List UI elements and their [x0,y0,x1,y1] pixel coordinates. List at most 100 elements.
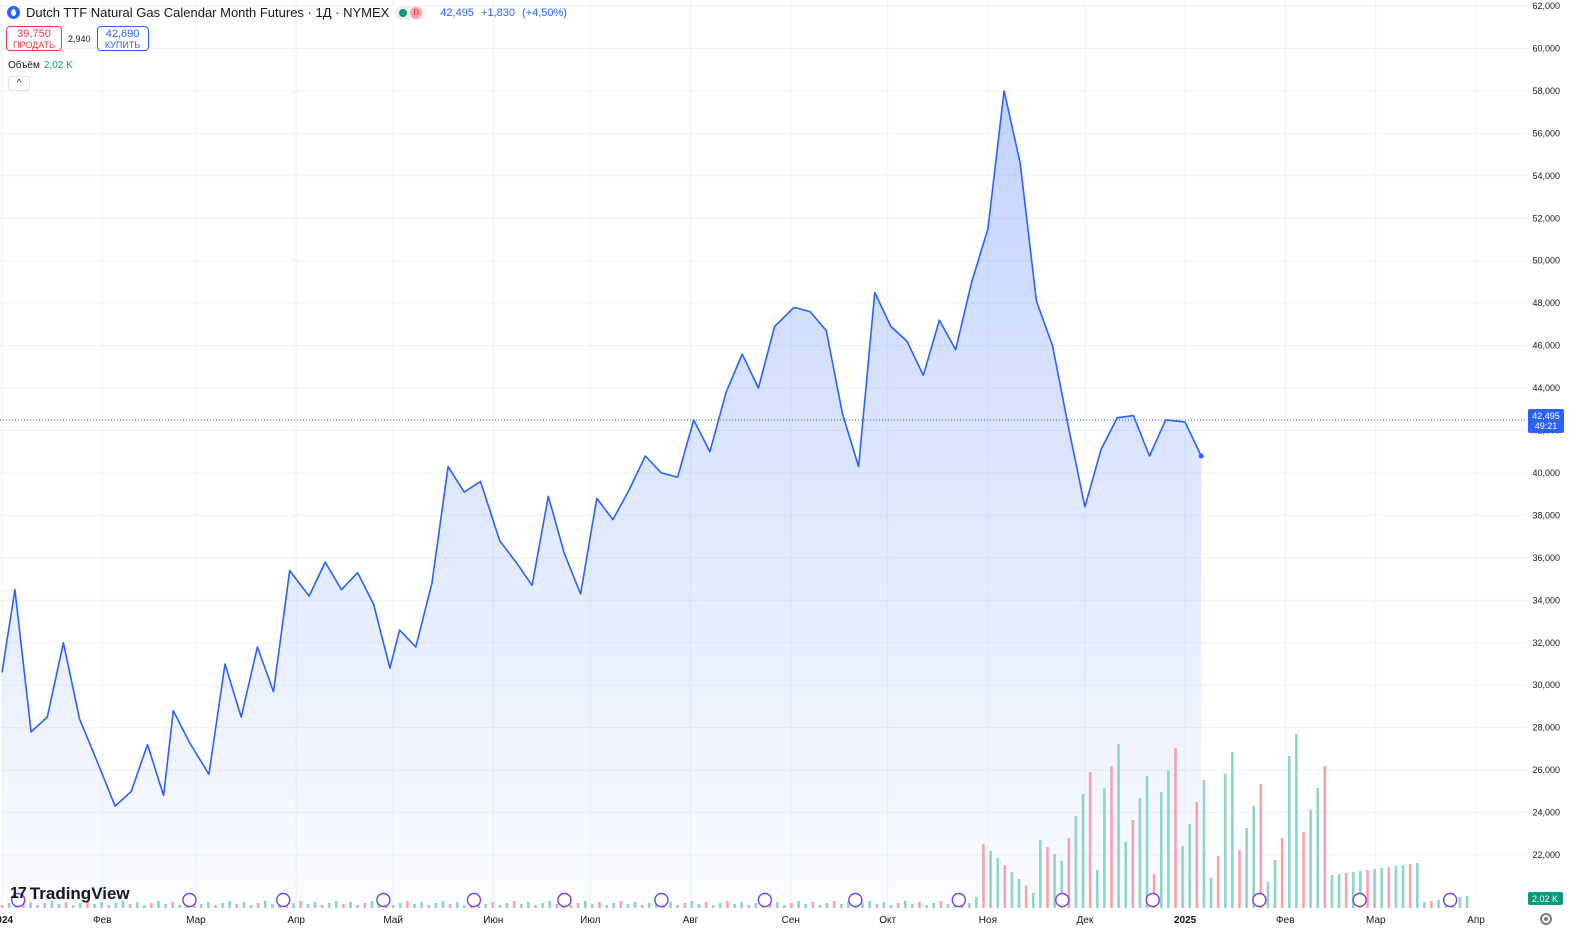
volume-bar [128,904,132,908]
volume-bar [1287,756,1291,908]
symbol-title[interactable]: Dutch TTF Natural Gas Calendar Month Fut… [26,5,390,20]
volume-bar [804,904,807,908]
volume-bar [1408,864,1412,908]
volume-bar [825,903,829,908]
volume-bar [1167,770,1170,908]
volume-bar [541,903,544,908]
volume-bar [1252,806,1256,908]
volume-bar [519,904,523,908]
volume-bar [1273,860,1277,908]
volume-bar [747,905,751,908]
volume-bar [1458,897,1462,908]
volume-bar [790,903,793,908]
volume-bar [263,901,267,908]
event-marker-icon [1055,892,1070,908]
x-tick-label: Май [383,915,403,926]
volume-bar [1060,861,1063,908]
x-tick-label: 2025 [1174,915,1197,926]
last-price-dot [1198,453,1204,459]
volume-bar [327,903,331,908]
volume-bar [967,903,971,908]
volume-bar [1181,846,1184,908]
volume-bar [612,903,615,908]
y-tick-label: 58,000 [1532,86,1560,96]
buy-label: КУПИТЬ [104,40,141,50]
volume-bar [292,903,295,908]
volume-bar [1145,776,1149,908]
volume-bar [399,903,402,908]
volume-bar [64,902,68,908]
volume-bar [989,851,992,908]
volume-bar [150,903,153,908]
volume-bar [1437,900,1440,908]
volume-bar [406,901,409,908]
volume-bar [534,905,537,908]
volume-bar [1031,893,1035,908]
sell-button[interactable]: 39,750 ПРОДАТЬ [6,26,62,51]
buy-button[interactable]: 42,690 КУПИТЬ [96,26,149,51]
volume-bar [434,903,438,908]
volume-bar [121,901,125,908]
x-tick-label: Июл [580,915,600,926]
volume-bar [882,902,886,908]
volume-legend: Объём 2,02 K [8,60,73,71]
sell-label: ПРОДАТЬ [13,40,55,50]
y-tick-label: 52,000 [1532,213,1560,223]
volume-bar [690,901,694,908]
volume-bar [1387,867,1391,908]
volume-bar [676,905,679,908]
volume-bar [1280,838,1284,908]
volume-bar [576,903,580,908]
tradingview-logo[interactable]: 17 TradingView [10,884,130,904]
volume-bar [783,905,786,908]
volume-bar [1046,847,1049,908]
volume-bar [1209,878,1213,908]
y-tick-label: 28,000 [1532,723,1560,733]
volume-bar [1067,838,1071,908]
y-tick-label: 36,000 [1532,553,1560,563]
volume-bar [1088,772,1092,908]
volume-bar [448,904,452,908]
tradingview-logo-text: TradingView [29,884,130,903]
volume-bar [0,905,4,908]
market-status-pill[interactable]: D [395,5,427,20]
volume-bar [768,904,772,908]
volume-bar [640,905,644,908]
volume-bar [86,901,89,908]
volume-bar [71,905,75,908]
volume-bar [960,905,964,908]
volume-value: 2,02 K [43,60,73,71]
price-change: +1,830 [481,6,515,19]
volume-bar [598,902,601,908]
volume-bar [1195,802,1199,908]
volume-bar [50,901,54,908]
volume-bar [235,904,239,908]
collapse-legend-button[interactable]: ^ [8,76,30,91]
event-marker-icon [182,892,197,908]
volume-bar [1081,794,1085,908]
event-marker-icon [1145,892,1160,908]
volume-bar [1259,784,1263,908]
volume-bar [1039,840,1042,908]
settings-gear-icon[interactable] [1540,913,1552,925]
volume-bar [1216,856,1220,908]
volume-bar [36,905,39,908]
volume-bar [43,903,47,908]
volume-bar [157,901,160,908]
buy-price: 42,690 [105,28,140,40]
volume-bar [591,904,594,908]
volume-bar [207,902,210,908]
volume-bar [441,901,445,908]
volume-bar [512,901,516,908]
event-marker-icon [848,892,863,908]
y-tick-label: 60,000 [1532,43,1560,53]
volume-bar [1152,874,1156,908]
event-marker-icon [276,892,291,908]
volume-bar [363,903,367,908]
volume-bar [135,902,139,908]
volume-bar [1330,875,1334,908]
volume-bar [171,902,175,908]
volume-bar [370,901,374,908]
volume-bar [1295,734,1298,908]
